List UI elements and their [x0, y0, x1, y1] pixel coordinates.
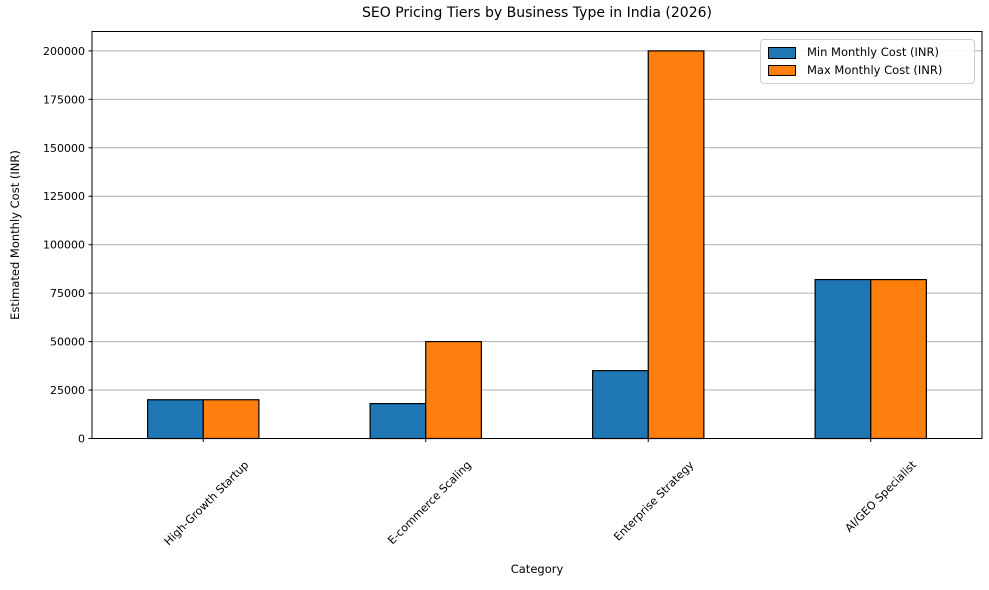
bar — [147, 399, 204, 440]
legend-label-min: Min Monthly Cost (INR) — [807, 45, 939, 59]
bar — [592, 370, 649, 440]
legend-item-max-monthly-cost: Max Monthly Cost (INR) — [768, 62, 974, 77]
y-tick-label: 75000 — [50, 287, 85, 300]
x-tick-label: High-Growth Startup — [162, 458, 252, 548]
legend-swatch-min-icon — [768, 47, 796, 59]
bar — [425, 340, 482, 440]
x-tick-label: Enterprise Strategy — [611, 458, 696, 543]
y-tick-label: 125000 — [43, 190, 85, 203]
y-tick-label: 0 — [78, 433, 85, 446]
y-tick-label: 150000 — [43, 142, 85, 155]
bar — [647, 50, 705, 440]
bar — [814, 278, 872, 440]
x-axis-label: Category — [510, 562, 564, 576]
y-tick-label: 50000 — [50, 336, 85, 349]
y-tick-label: 200000 — [43, 45, 85, 58]
legend-item-min-monthly-cost: Min Monthly Cost (INR) — [768, 45, 974, 59]
chart-title: SEO Pricing Tiers by Business Type in In… — [362, 5, 712, 21]
y-tick-label: 25000 — [50, 384, 85, 397]
x-tick-label: E-commerce Scaling — [385, 458, 474, 547]
legend-swatch-max-icon — [768, 64, 796, 76]
legend-label-max: Max Monthly Cost (INR) — [807, 62, 943, 77]
x-tick-label: AI/GEO Specialist — [843, 458, 920, 535]
legend: Min Monthly Cost (INR) Max Monthly Cost … — [760, 39, 975, 84]
bar — [369, 403, 427, 440]
y-tick-label: 175000 — [43, 93, 85, 106]
bar — [870, 278, 927, 440]
bar — [202, 399, 260, 440]
y-tick-label: 100000 — [43, 239, 85, 252]
plot-border — [91, 31, 983, 439]
